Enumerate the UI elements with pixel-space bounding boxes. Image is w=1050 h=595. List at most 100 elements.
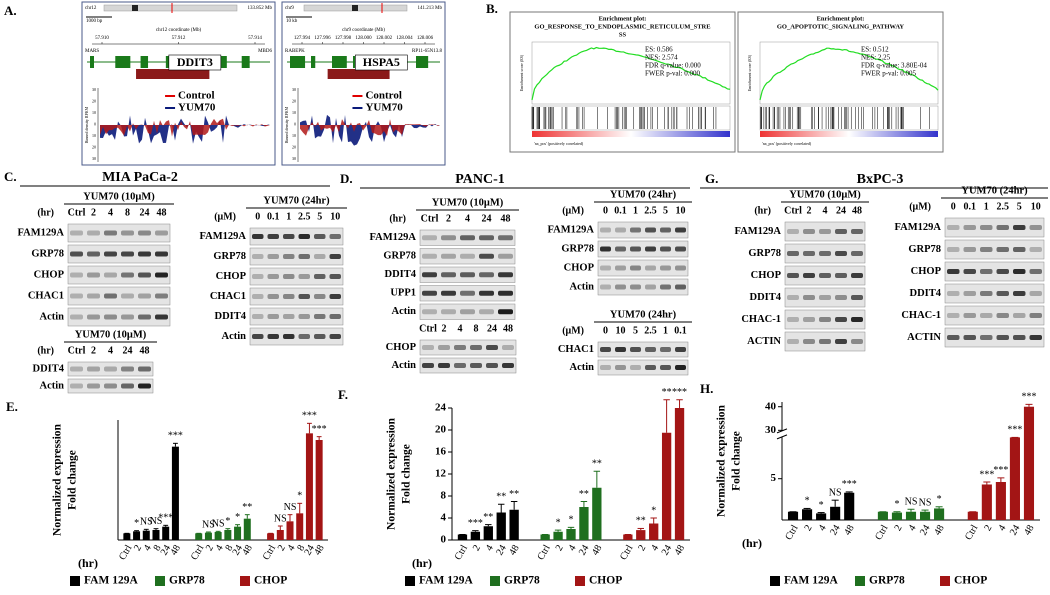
band	[298, 294, 310, 299]
panel-title: MIA PaCa-2	[102, 170, 178, 185]
y-axis-label: Fold change	[401, 444, 413, 504]
band	[615, 347, 626, 352]
band	[645, 246, 656, 252]
cov-tick-label: 30	[92, 87, 96, 92]
cov-tick-label: 10	[292, 110, 296, 115]
exon	[241, 56, 250, 68]
significance: *	[225, 516, 230, 527]
band	[660, 284, 671, 290]
significance: *	[569, 515, 574, 526]
x-tick-label: Ctrl	[189, 543, 206, 562]
band	[121, 251, 134, 257]
blot-strip	[67, 378, 154, 394]
rank-gradient	[532, 131, 730, 137]
band	[996, 269, 1009, 274]
legend-label: FAM 129A	[84, 575, 138, 587]
band	[460, 235, 475, 241]
x-tick-label: 4	[214, 543, 226, 553]
ideogram	[103, 4, 238, 12]
blot-strip	[597, 221, 689, 239]
lane-label: 2.5	[997, 201, 1010, 212]
band	[422, 235, 437, 241]
coord-label: 127.994	[294, 36, 311, 41]
x-tick-label: Ctrl	[618, 543, 635, 562]
lane-label: 2.5	[298, 211, 311, 222]
x-tick-label: 4	[996, 523, 1008, 533]
significance: *	[556, 517, 561, 528]
coord-label: 128.002	[376, 36, 393, 41]
x-tick-label: 48	[842, 523, 857, 537]
band	[314, 294, 326, 299]
band	[87, 383, 100, 389]
band	[1029, 291, 1042, 296]
x-tick-label: 2	[554, 543, 566, 553]
significance: **	[242, 502, 252, 513]
blot-strip	[419, 248, 516, 265]
band	[803, 251, 815, 256]
band	[600, 347, 611, 352]
coverage	[300, 114, 440, 146]
ideogram-band	[352, 5, 358, 11]
legend-swatch	[155, 576, 165, 586]
band	[787, 251, 799, 256]
significance: NS	[150, 516, 163, 527]
band	[675, 227, 686, 233]
bar	[315, 440, 323, 540]
right-gene: RP11-65N13.8	[412, 49, 442, 54]
lane-label: 5	[317, 211, 322, 222]
band	[283, 274, 295, 279]
lane-label: 5	[633, 325, 638, 336]
band	[460, 290, 475, 296]
blot-strip	[784, 309, 866, 330]
significance: **	[496, 492, 506, 503]
band	[980, 225, 993, 230]
panel-label: G.	[705, 171, 718, 186]
cov-tick-label: 20	[292, 144, 296, 149]
blot-strip	[944, 239, 1045, 260]
row-label: CHOP	[34, 269, 65, 280]
cov-tick-label: 20	[92, 144, 96, 149]
significance: NS	[829, 487, 842, 498]
band	[660, 227, 671, 233]
band	[104, 293, 117, 299]
band	[104, 251, 117, 257]
row-label: CHOP	[911, 266, 942, 277]
bar	[276, 530, 284, 540]
exon	[115, 56, 131, 68]
axis-label: chr12 coordinate (Mb)	[156, 28, 202, 33]
right-gene: MBD6	[258, 49, 272, 54]
coverage	[100, 115, 270, 144]
band	[252, 234, 264, 239]
lane-label: 10	[330, 211, 340, 222]
blot-strip	[67, 361, 154, 377]
band	[314, 234, 326, 239]
x-tick-label: 24	[159, 543, 174, 557]
stat-line: NES: 2.25	[861, 54, 891, 62]
band	[675, 265, 686, 271]
band	[996, 247, 1009, 252]
lane-label: 2	[91, 345, 96, 356]
band	[486, 345, 498, 350]
treatment-label: YUM70 (10μM)	[432, 197, 504, 208]
band	[645, 284, 656, 290]
row-label: DDIT4	[32, 363, 64, 374]
band	[851, 339, 863, 344]
band	[441, 253, 456, 259]
lane-label: 1	[984, 201, 989, 212]
band	[803, 339, 815, 344]
significance: **	[592, 459, 602, 470]
lane-label: 0.1	[674, 325, 687, 336]
band	[283, 334, 295, 339]
band	[267, 234, 279, 239]
band	[819, 295, 831, 300]
barcode-area	[531, 105, 731, 131]
x-tick-label: 4	[649, 543, 661, 553]
bar	[649, 523, 659, 540]
lane-label: 4	[823, 205, 828, 216]
x-tick-label: 4	[907, 523, 919, 533]
row-label: Actin	[570, 362, 595, 373]
legend-label: FAM 129A	[419, 575, 473, 587]
unit-label: (hr)	[37, 207, 54, 218]
band	[851, 295, 863, 300]
panel-label: D.	[340, 171, 353, 186]
